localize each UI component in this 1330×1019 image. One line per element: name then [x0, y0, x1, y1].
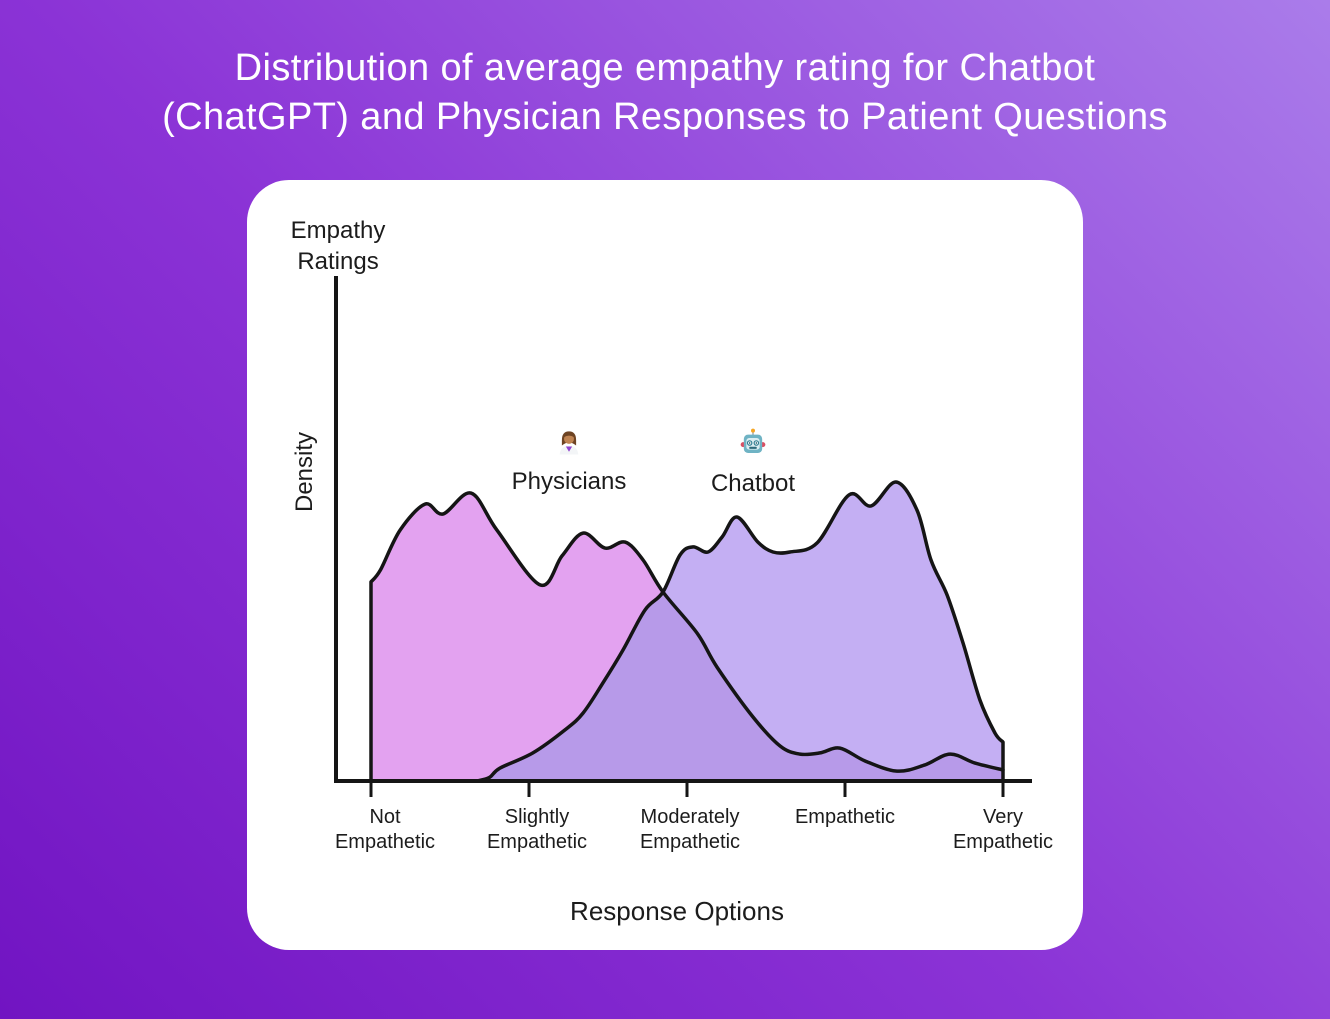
x-axis-title: Response Options — [570, 896, 784, 926]
woman-health-worker-emoji — [484, 426, 654, 460]
x-tick-label-line: Not — [369, 806, 401, 828]
x-tick-label-line: Empathetic — [334, 831, 436, 853]
y-axis-title-line-2: Ratings — [297, 248, 379, 275]
x-tick-label-line: Empathetic — [639, 831, 741, 853]
legend-label-chatbot: Chatbot — [710, 470, 796, 497]
x-tick-label-line: Empathetic — [486, 831, 588, 853]
density-chart — [334, 276, 1032, 797]
x-tick-label-2: Moderately Empathetic — [605, 805, 775, 855]
x-tick-label-3: Empathetic — [760, 805, 930, 830]
chart-card: Empathy Ratings Density Physicians — [247, 180, 1083, 950]
y-axis-title-line-1: Empathy — [290, 217, 386, 244]
overlap-area-fill — [477, 592, 1003, 781]
legend-item-physicians: Physicians — [484, 426, 654, 496]
x-tick-label-4: Very Empathetic — [918, 805, 1088, 855]
x-tick-label-line: Moderately — [640, 806, 740, 828]
x-tick-label-0: Not Empathetic — [300, 805, 470, 855]
x-tick-label-line: Empathetic — [952, 831, 1054, 853]
page-title-line-1: Distribution of average empathy rating f… — [234, 47, 1096, 89]
axes — [334, 276, 1032, 783]
y-axis-title: Empathy Ratings — [248, 215, 428, 277]
legend-item-chatbot: Chatbot — [668, 428, 838, 498]
legend-label-physicians: Physicians — [511, 468, 627, 495]
x-tick-label-line: Very — [982, 806, 1024, 828]
page-title-line-2: (ChatGPT) and Physician Responses to Pat… — [162, 96, 1168, 138]
x-tick-label-line: Empathetic — [794, 806, 896, 828]
chatbot-curve — [475, 480, 1005, 783]
robot-emoji — [668, 428, 838, 462]
page-title: Distribution of average empathy rating f… — [0, 44, 1330, 142]
x-tick-label-1: Slightly Empathetic — [452, 805, 622, 855]
x-tick-label-line: Slightly — [504, 806, 570, 828]
y-axis-label: Density — [291, 431, 318, 513]
